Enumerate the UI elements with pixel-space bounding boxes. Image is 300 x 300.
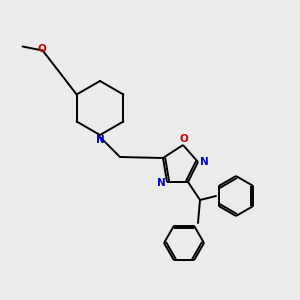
- Text: O: O: [37, 44, 46, 55]
- Text: O: O: [180, 134, 188, 144]
- Text: N: N: [96, 135, 104, 145]
- Text: N: N: [157, 178, 165, 188]
- Text: N: N: [200, 157, 208, 167]
